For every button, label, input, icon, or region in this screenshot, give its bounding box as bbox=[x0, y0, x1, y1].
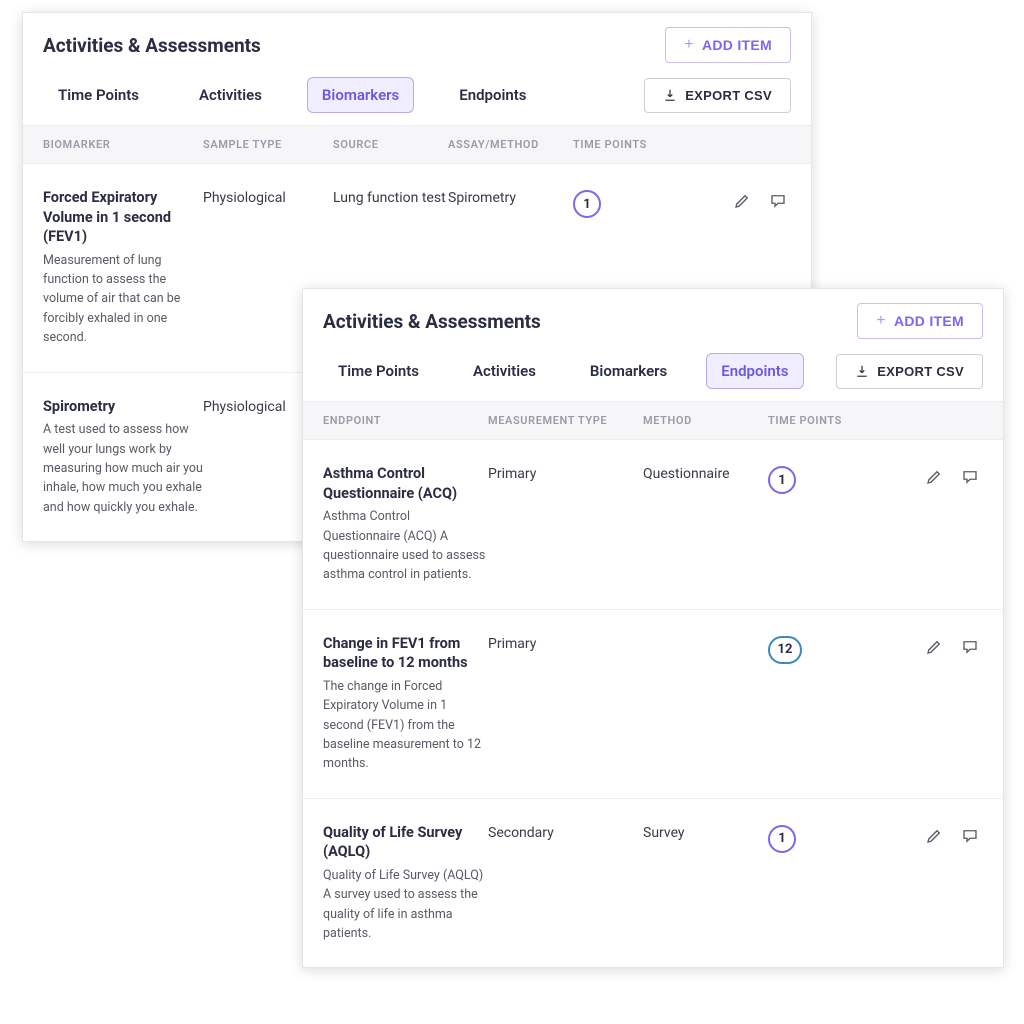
row-actions bbox=[873, 464, 983, 486]
col-endpoint: ENDPOINT bbox=[323, 414, 488, 427]
tab-endpoints[interactable]: Endpoints bbox=[444, 77, 541, 113]
item-name: Change in FEV1 from baseline to 12 month… bbox=[323, 634, 488, 673]
cell-method bbox=[643, 634, 768, 636]
panel-title: Activities & Assessments bbox=[323, 310, 541, 333]
item-name: Quality of Life Survey (AQLQ) bbox=[323, 823, 488, 862]
row-actions bbox=[683, 188, 791, 210]
item-name: Spirometry bbox=[43, 397, 203, 417]
table-row: Quality of Life Survey (AQLQ) Quality of… bbox=[303, 799, 1003, 968]
panel-endpoints: Activities & Assessments + ADD ITEM Time… bbox=[302, 288, 1004, 968]
tab-endpoints[interactable]: Endpoints bbox=[706, 353, 803, 389]
time-points-badge: 1 bbox=[768, 466, 796, 494]
tab-time-points[interactable]: Time Points bbox=[43, 77, 154, 113]
download-icon bbox=[855, 364, 869, 378]
item-desc: The change in Forced Expiratory Volume i… bbox=[323, 677, 488, 774]
cell-time-points: 1 bbox=[768, 823, 873, 853]
export-csv-button[interactable]: EXPORT CSV bbox=[644, 78, 791, 113]
time-points-badge: 1 bbox=[768, 825, 796, 853]
cell-measurement: Secondary bbox=[488, 823, 643, 841]
tab-time-points[interactable]: Time Points bbox=[323, 353, 434, 389]
col-time-points: TIME POINTS bbox=[573, 138, 683, 151]
tab-activities[interactable]: Activities bbox=[184, 77, 277, 113]
tab-activities[interactable]: Activities bbox=[458, 353, 551, 389]
edit-icon[interactable] bbox=[733, 192, 751, 210]
export-label: EXPORT CSV bbox=[685, 88, 772, 103]
col-source: SOURCE bbox=[333, 138, 448, 151]
col-sample-type: SAMPLE TYPE bbox=[203, 138, 333, 151]
tabs: Time Points Activities Biomarkers Endpoi… bbox=[43, 77, 542, 113]
tabs: Time Points Activities Biomarkers Endpoi… bbox=[323, 353, 804, 389]
col-measurement: MEASUREMENT TYPE bbox=[488, 414, 643, 427]
cell-time-points: 1 bbox=[573, 188, 683, 218]
table-header: ENDPOINT MEASUREMENT TYPE METHOD TIME PO… bbox=[303, 401, 1003, 440]
panel-header: Activities & Assessments + ADD ITEM bbox=[303, 289, 1003, 347]
edit-icon[interactable] bbox=[925, 827, 943, 845]
col-assay: ASSAY/METHOD bbox=[448, 138, 573, 151]
table-rows: Asthma Control Questionnaire (ACQ) Asthm… bbox=[303, 440, 1003, 967]
col-biomarker: BIOMARKER bbox=[43, 138, 203, 151]
comment-icon[interactable] bbox=[961, 468, 979, 486]
plus-icon: + bbox=[684, 36, 694, 54]
table-row: Change in FEV1 from baseline to 12 month… bbox=[303, 610, 1003, 799]
edit-icon[interactable] bbox=[925, 638, 943, 656]
add-item-label: ADD ITEM bbox=[702, 37, 772, 53]
tab-biomarkers[interactable]: Biomarkers bbox=[307, 77, 414, 113]
col-time-points: TIME POINTS bbox=[768, 414, 873, 427]
tab-biomarkers[interactable]: Biomarkers bbox=[575, 353, 682, 389]
col-method: METHOD bbox=[643, 414, 768, 427]
item-name: Forced Expiratory Volume in 1 second (FE… bbox=[43, 188, 203, 247]
cell-method: Questionnaire bbox=[643, 464, 768, 482]
table-header: BIOMARKER SAMPLE TYPE SOURCE ASSAY/METHO… bbox=[23, 125, 811, 164]
item-name: Asthma Control Questionnaire (ACQ) bbox=[323, 464, 488, 503]
toolbar: Time Points Activities Biomarkers Endpoi… bbox=[303, 347, 1003, 401]
row-actions bbox=[873, 823, 983, 845]
comment-icon[interactable] bbox=[769, 192, 787, 210]
panel-header: Activities & Assessments + ADD ITEM bbox=[23, 13, 811, 71]
cell-measurement: Primary bbox=[488, 464, 643, 482]
add-item-label: ADD ITEM bbox=[894, 313, 964, 329]
cell-measurement: Primary bbox=[488, 634, 643, 652]
export-csv-button[interactable]: EXPORT CSV bbox=[836, 354, 983, 389]
row-actions bbox=[873, 634, 983, 656]
cell-assay: Spirometry bbox=[448, 188, 573, 206]
cell-time-points: 1 bbox=[768, 464, 873, 494]
item-desc: A test used to assess how well your lung… bbox=[43, 420, 203, 517]
plus-icon: + bbox=[876, 312, 886, 330]
comment-icon[interactable] bbox=[961, 638, 979, 656]
toolbar: Time Points Activities Biomarkers Endpoi… bbox=[23, 71, 811, 125]
item-desc: Asthma Control Questionnaire (ACQ) A que… bbox=[323, 507, 488, 585]
cell-source: Lung function test bbox=[333, 188, 448, 206]
add-item-button[interactable]: + ADD ITEM bbox=[665, 27, 791, 63]
panel-title: Activities & Assessments bbox=[43, 34, 261, 57]
time-points-badge: 1 bbox=[573, 190, 601, 218]
export-label: EXPORT CSV bbox=[877, 364, 964, 379]
item-desc: Measurement of lung function to assess t… bbox=[43, 251, 203, 348]
item-desc: Quality of Life Survey (AQLQ) A survey u… bbox=[323, 866, 488, 944]
time-points-badge: 12 bbox=[768, 636, 802, 664]
comment-icon[interactable] bbox=[961, 827, 979, 845]
cell-sample-type: Physiological bbox=[203, 188, 333, 206]
table-row: Asthma Control Questionnaire (ACQ) Asthm… bbox=[303, 440, 1003, 610]
cell-method: Survey bbox=[643, 823, 768, 841]
add-item-button[interactable]: + ADD ITEM bbox=[857, 303, 983, 339]
cell-time-points: 12 bbox=[768, 634, 873, 664]
edit-icon[interactable] bbox=[925, 468, 943, 486]
download-icon bbox=[663, 88, 677, 102]
